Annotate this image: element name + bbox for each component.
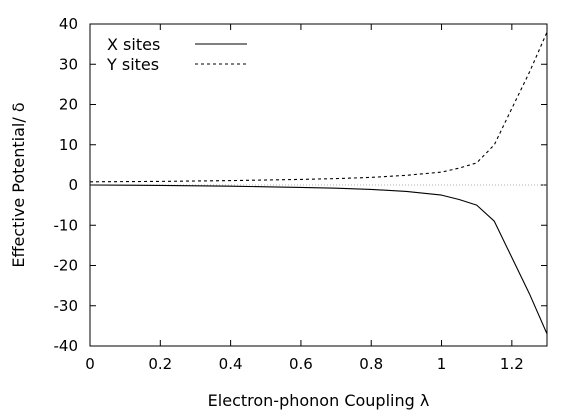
y-axis-title: Effective Potential/ δ bbox=[9, 102, 28, 267]
y-tick-label: 30 bbox=[59, 55, 78, 73]
x-tick-label: 0.4 bbox=[219, 355, 243, 373]
x-tick-label: 0 bbox=[85, 355, 95, 373]
series-line-x-sites bbox=[89, 184, 548, 335]
x-tick-label: 0.6 bbox=[289, 355, 313, 373]
y-tick-label: -30 bbox=[54, 297, 79, 315]
plot-frame bbox=[89, 23, 548, 347]
y-tick-label: -20 bbox=[54, 257, 79, 275]
y-tick-label: 40 bbox=[59, 15, 78, 33]
legend: X sites Y sites bbox=[106, 35, 247, 74]
legend-label-y-sites: Y sites bbox=[106, 55, 159, 74]
legend-label-x-sites: X sites bbox=[107, 35, 160, 54]
y-tick-label: -40 bbox=[54, 337, 79, 355]
y-tick-label: -10 bbox=[54, 216, 79, 234]
y-tick-label: 0 bbox=[68, 176, 78, 194]
series-layer bbox=[89, 31, 548, 335]
series-line-y-sites bbox=[89, 31, 548, 183]
x-tick-label: 0.2 bbox=[148, 355, 172, 373]
ticks: 0 0.2 0.4 0.6 0.8 1 1.2 -40 -30 -20 -10 0 10 20 30 40 bbox=[54, 15, 547, 373]
x-tick-label: 1 bbox=[437, 355, 447, 373]
x-tick-label: 0.8 bbox=[359, 355, 383, 373]
x-axis-title: Electron-phonon Coupling λ bbox=[208, 391, 430, 410]
y-tick-label: 20 bbox=[59, 96, 78, 114]
y-tick-label: 10 bbox=[59, 136, 78, 154]
x-tick-label: 1.2 bbox=[500, 355, 524, 373]
